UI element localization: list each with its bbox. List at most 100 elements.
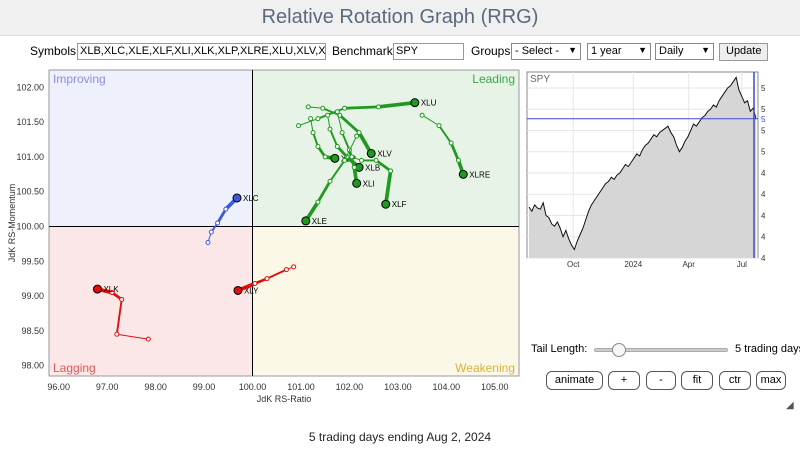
tail-point	[334, 144, 340, 149]
series-xlf: XLF	[349, 154, 407, 209]
period-select[interactable]: 1 year ▼	[587, 43, 651, 60]
tail-point	[354, 133, 360, 139]
spy-line	[528, 76, 757, 251]
quadrant-label: Leading	[472, 72, 515, 86]
quadrant-label: Lagging	[53, 361, 96, 375]
resize-grip-icon[interactable]: ◢	[786, 400, 794, 411]
period-select-value: 1 year	[591, 45, 622, 57]
head-point	[458, 169, 468, 179]
x-tick-label: 97.00	[96, 382, 119, 392]
x-tick-label: 102.00	[336, 382, 364, 392]
spy-y-tick-label: 500	[761, 148, 765, 157]
frequency-select-value: Daily	[659, 45, 684, 57]
tail-point	[296, 123, 302, 129]
tail-segment	[329, 128, 339, 148]
tail-point	[223, 206, 229, 212]
series-label: XLI	[363, 179, 375, 188]
series-xlk: XLK	[92, 284, 151, 342]
x-tick-label: 101.00	[287, 382, 315, 392]
tail-point	[356, 130, 362, 136]
tail-point	[208, 229, 214, 235]
groups-select[interactable]: - Select - ▼	[511, 43, 581, 60]
zoom-out-button[interactable]: -	[646, 371, 676, 390]
benchmark-input[interactable]: SPY	[393, 43, 464, 60]
series-xlb: XLB	[325, 112, 380, 172]
tail-segment	[449, 141, 460, 162]
y-tick-label: 102.00	[16, 82, 44, 92]
tail-segment	[316, 179, 332, 204]
y-tick-label: 101.50	[16, 117, 44, 127]
controls-bar: Symbols: XLB,XLC,XLE,XLF,XLI,XLK,XLP,XLR…	[0, 40, 800, 66]
tail-point	[114, 331, 120, 337]
head-point	[232, 193, 242, 203]
head-point	[381, 199, 391, 209]
x-tick-label: 105.00	[481, 382, 509, 392]
symbols-label: Symbols:	[30, 44, 80, 58]
tail-length-value: 5 trading days	[735, 343, 800, 355]
quadrant-label: Improving	[53, 72, 106, 86]
head-point	[366, 148, 376, 158]
y-tick-label: 98.50	[21, 326, 44, 336]
tail-segment	[298, 118, 319, 127]
tail-segment	[266, 268, 288, 280]
update-button[interactable]: Update	[719, 43, 769, 61]
benchmark-label: Benchmark:	[332, 44, 397, 58]
spy-y-tick-label: 400	[761, 254, 765, 263]
tail-point	[145, 336, 151, 342]
tail-segment	[344, 135, 358, 161]
series-xli: XLI	[334, 109, 375, 188]
series-xly: XLY	[233, 264, 297, 295]
tail-point	[315, 116, 321, 122]
tail-segment	[338, 113, 361, 134]
head-point	[92, 284, 102, 294]
quadrant-improving	[49, 70, 253, 227]
spy-x-tick-label: Oct	[567, 260, 580, 269]
animate-button[interactable]: animate	[546, 371, 603, 390]
y-tick-label: 98.00	[21, 361, 44, 371]
tail-length-slider[interactable]	[594, 343, 728, 357]
chevron-down-icon: ▼	[638, 45, 647, 55]
tail-point	[109, 290, 115, 296]
y-tick-label: 99.50	[21, 256, 44, 266]
groups-select-value: - Select -	[515, 45, 560, 57]
series-xlre: XLRE	[419, 112, 490, 179]
series-label: XLY	[244, 286, 259, 295]
zoom-in-button[interactable]: +	[608, 371, 640, 390]
y-tick-label: 100.50	[16, 187, 44, 197]
tail-point	[339, 130, 345, 136]
head-point	[233, 285, 243, 295]
symbols-input[interactable]: XLB,XLC,XLE,XLF,XLI,XLK,XLP,XLRE,XLU,XLV…	[77, 43, 326, 60]
tail-segment	[421, 114, 440, 127]
y-tick-label: 101.00	[16, 152, 44, 162]
max-button[interactable]: max	[756, 371, 786, 390]
tail-segment	[383, 168, 393, 207]
tail-segment	[116, 333, 149, 340]
tail-point	[388, 168, 394, 174]
series-xlc: XLC	[205, 193, 259, 245]
tail-point	[373, 157, 379, 163]
tail-point	[448, 140, 454, 146]
chevron-down-icon: ▼	[701, 45, 710, 55]
fit-button[interactable]: fit	[681, 371, 713, 390]
tail-point	[322, 154, 328, 160]
tail-point	[119, 297, 125, 302]
page-title: Relative Rotation Graph (RRG)	[261, 6, 539, 28]
groups-label: Groups:	[471, 44, 514, 58]
slider-handle[interactable]	[612, 343, 627, 357]
tail-point	[327, 126, 333, 132]
x-tick-label: 100.00	[239, 382, 267, 392]
rrg-chart: Improving Leading Lagging Weakening 96.00 97.…	[5, 66, 525, 418]
tail-point	[252, 281, 258, 287]
tail-point	[342, 157, 348, 163]
tail-length-control: Tail Length: 5 trading days	[531, 340, 800, 360]
series-label: XLV	[377, 149, 392, 158]
head-point	[330, 153, 340, 163]
series-xle: XLE	[301, 133, 360, 226]
center-button[interactable]: ctr	[719, 371, 751, 390]
frequency-select[interactable]: Daily ▼	[655, 43, 714, 60]
tail-point	[310, 130, 316, 136]
tail-segment	[316, 107, 346, 120]
tail-segment	[376, 100, 417, 109]
tail-point	[205, 239, 211, 245]
quadrant-weakening	[252, 226, 519, 376]
